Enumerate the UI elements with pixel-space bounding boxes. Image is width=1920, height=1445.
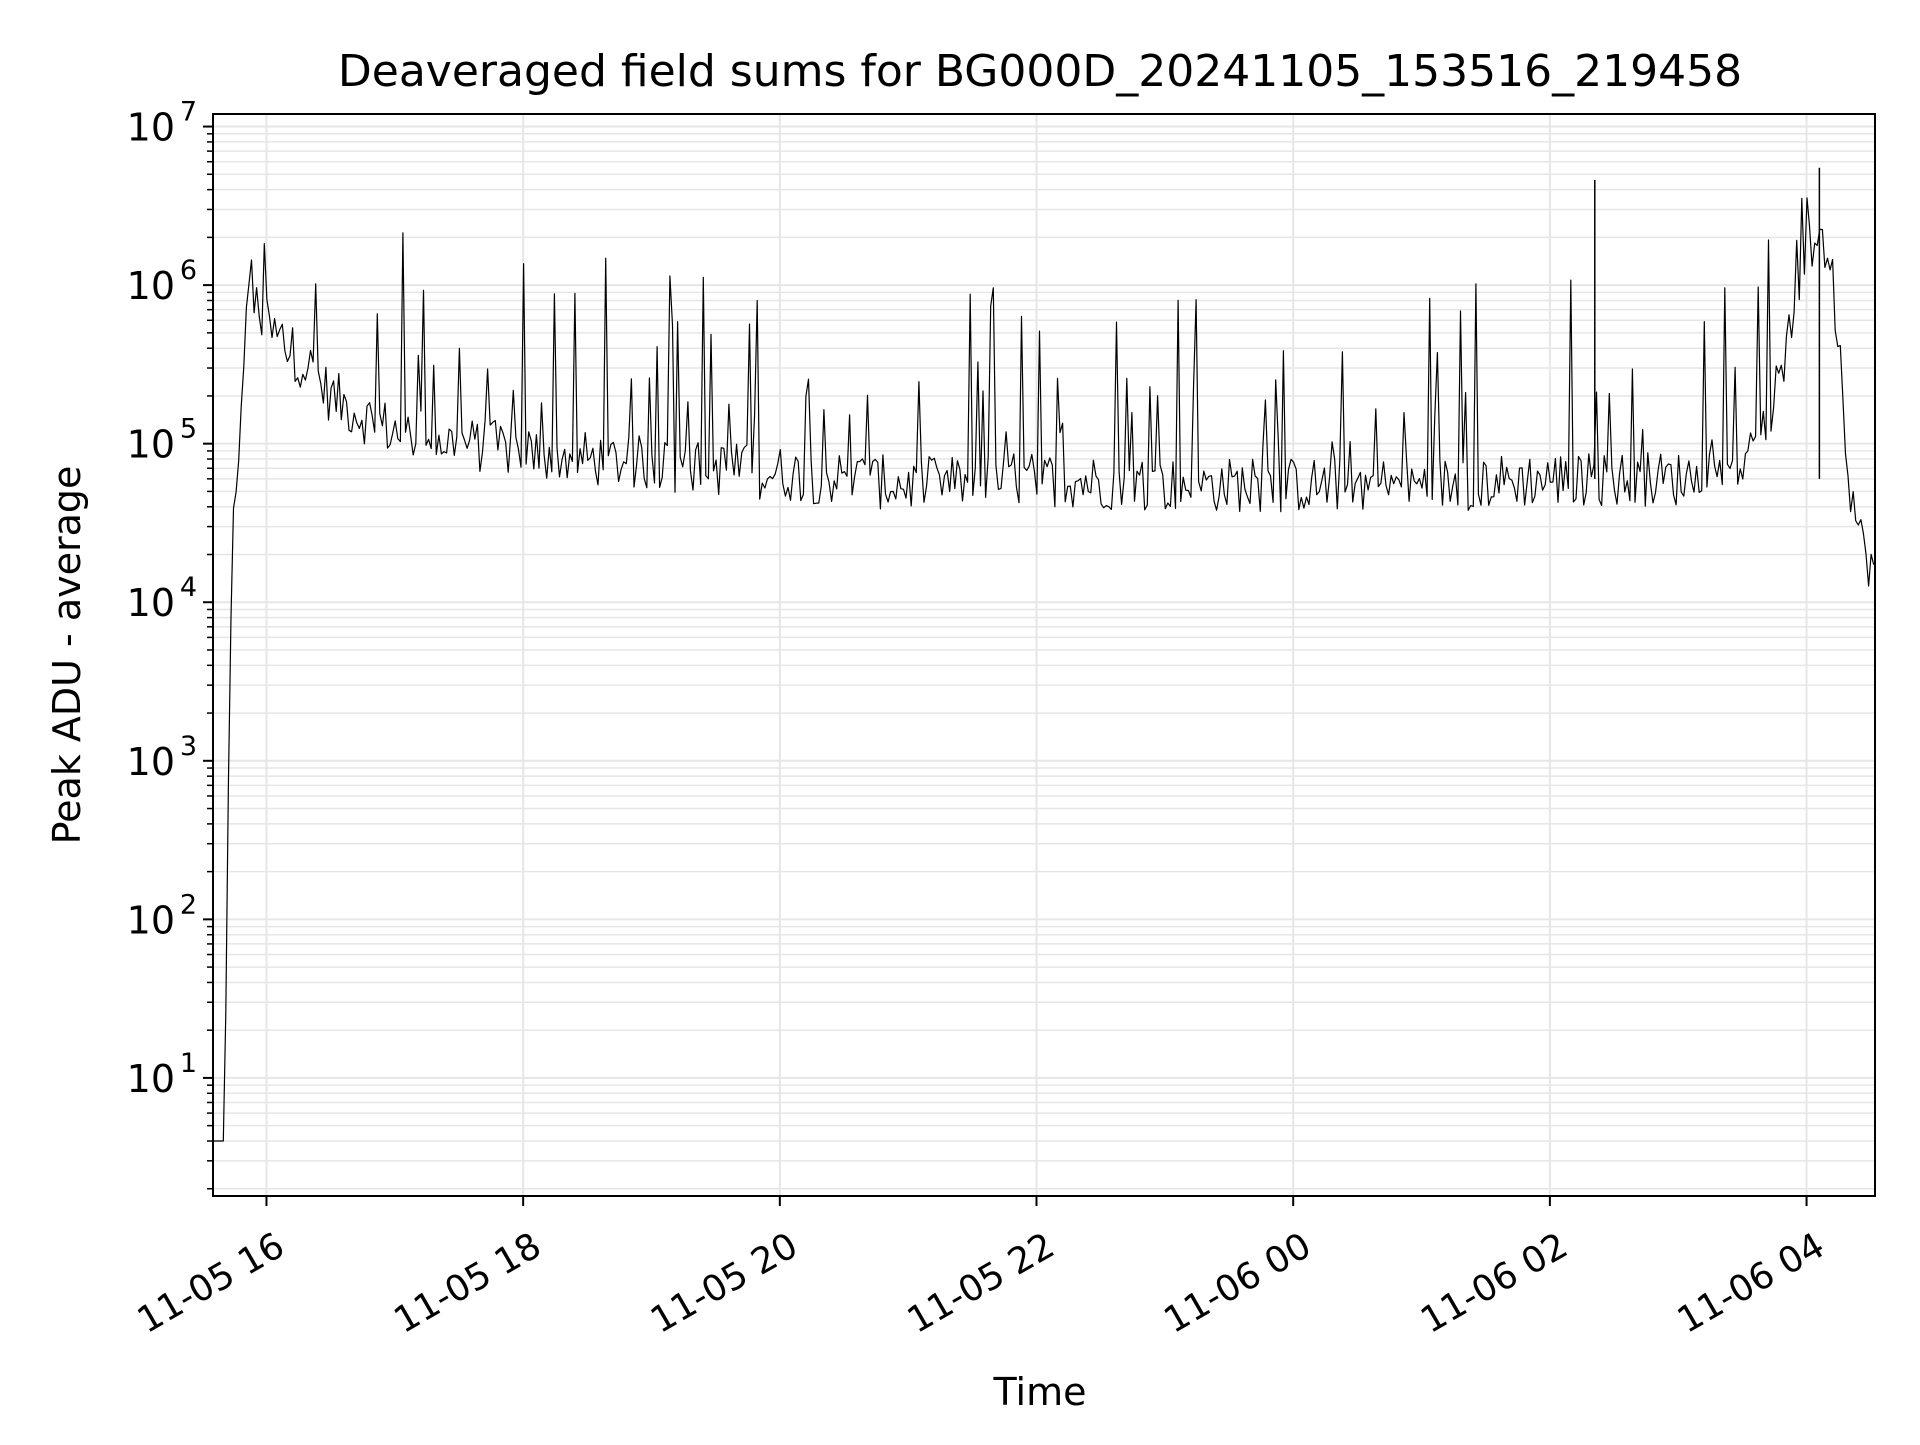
y-tick-label-exponent: 7 [180, 97, 197, 128]
data-layer [213, 167, 1875, 1142]
y-tick-label: 10 [127, 581, 175, 625]
y-tick-label-exponent: 2 [180, 889, 197, 920]
y-tick-label: 10 [127, 106, 175, 150]
y-tick-label-exponent: 1 [180, 1048, 197, 1079]
y-tick-label: 10 [127, 740, 175, 784]
y-tick-label: 10 [127, 423, 175, 467]
y-tick-label-exponent: 3 [180, 731, 197, 762]
y-tick-label: 10 [127, 264, 175, 308]
y-tick-label: 10 [127, 898, 175, 942]
chart-title: Deaveraged field sums for BG000D_2024110… [338, 46, 1742, 97]
y-tick-label-exponent: 4 [180, 572, 197, 603]
y-tick-label-exponent: 6 [180, 255, 197, 286]
plot-frame [212, 113, 1876, 1197]
y-tick-label-exponent: 5 [180, 414, 197, 445]
y-axis-label: Peak ADU - average [45, 466, 89, 845]
y-tick-label: 10 [127, 1057, 175, 1101]
x-axis-label: Time [993, 1370, 1087, 1414]
data-line [213, 197, 1875, 1142]
